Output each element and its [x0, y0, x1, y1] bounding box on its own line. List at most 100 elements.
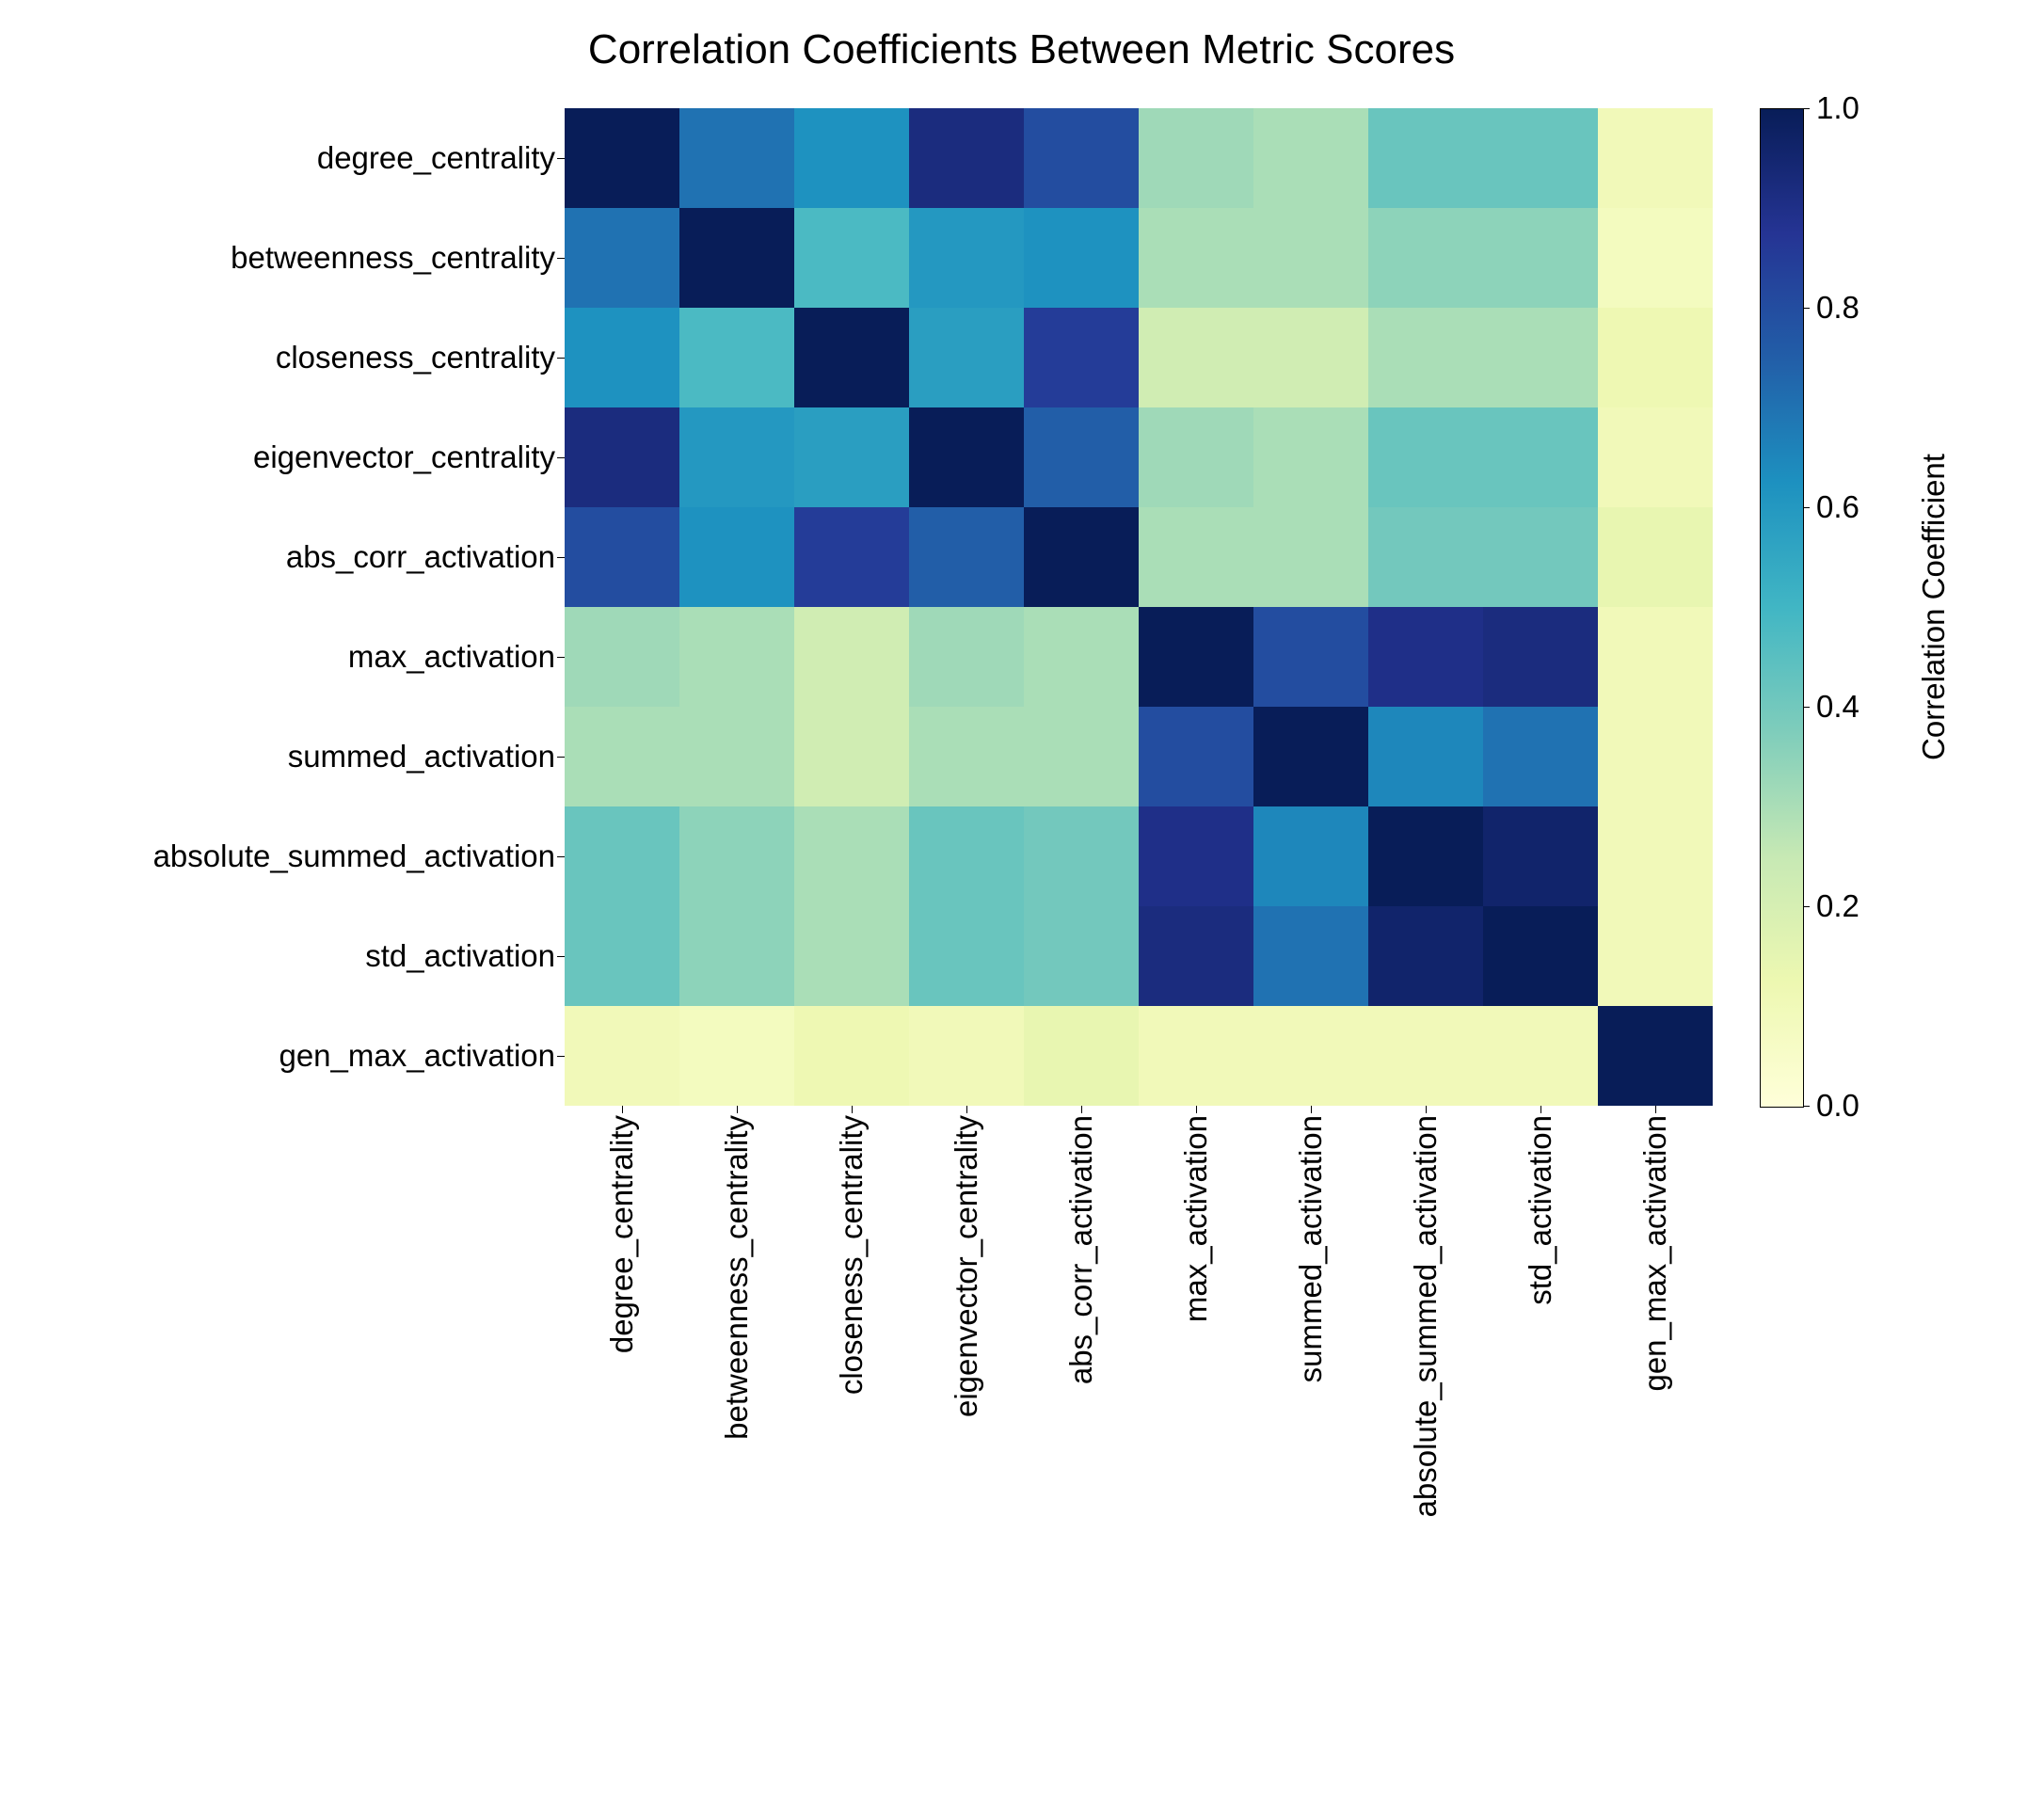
heatmap-cell [679, 607, 794, 707]
y-tick [557, 557, 565, 558]
y-tick [557, 358, 565, 359]
heatmap-cell [909, 707, 1024, 806]
chart-title: Correlation Coefficients Between Metric … [0, 26, 2043, 73]
heatmap-cell [909, 308, 1024, 407]
y-tick [557, 258, 565, 259]
heatmap-cell [909, 906, 1024, 1006]
heatmap-cell [1483, 806, 1598, 906]
heatmap-cell [1483, 108, 1598, 208]
heatmap-cell [565, 407, 679, 507]
heatmap-cell [1368, 906, 1483, 1006]
heatmap-cell [1139, 108, 1253, 208]
x-tick [1655, 1106, 1656, 1113]
y-axis-label: summed_activation [288, 739, 555, 774]
heatmap-cell [565, 707, 679, 806]
heatmap-cell [1483, 707, 1598, 806]
heatmap-cell [679, 707, 794, 806]
x-tick [852, 1106, 853, 1113]
heatmap-cell [1253, 806, 1368, 906]
heatmap-cell [1598, 308, 1713, 407]
y-axis-label: max_activation [348, 639, 555, 675]
y-tick [557, 856, 565, 857]
heatmap-cell [794, 308, 909, 407]
heatmap-cell [565, 1006, 679, 1106]
colorbar-tick [1803, 308, 1810, 309]
colorbar-label: Correlation Coefficient [1916, 454, 1952, 760]
heatmap-cell [1139, 806, 1253, 906]
heatmap-cell [565, 906, 679, 1006]
heatmap-cell [565, 806, 679, 906]
heatmap-cell [679, 208, 794, 308]
figure-container: Correlation Coefficients Between Metric … [0, 0, 2043, 1820]
colorbar-tick-label: 0.6 [1816, 489, 1859, 525]
heatmap-cell [679, 507, 794, 607]
heatmap-cell [1253, 507, 1368, 607]
heatmap-cell [909, 1006, 1024, 1106]
heatmap-cell [565, 308, 679, 407]
x-tick [966, 1106, 967, 1113]
heatmap-cell [1253, 308, 1368, 407]
heatmap-cell [794, 507, 909, 607]
heatmap-cell [794, 208, 909, 308]
colorbar-tick [1803, 906, 1810, 907]
colorbar-tick [1803, 108, 1810, 109]
x-axis-labels: degree_centralitybetweenness_centralityc… [565, 1115, 1713, 1774]
heatmap-cell [1598, 906, 1713, 1006]
heatmap-cell [1598, 507, 1713, 607]
x-axis-label: summed_activation [1293, 1115, 1329, 1382]
heatmap-cell [1024, 906, 1139, 1006]
heatmap-cell [1598, 806, 1713, 906]
heatmap-cell [1139, 208, 1253, 308]
heatmap-cell [1483, 607, 1598, 707]
y-tick [557, 657, 565, 658]
y-tick [557, 956, 565, 957]
colorbar-tick [1803, 507, 1810, 508]
y-axis-label: closeness_centrality [276, 340, 555, 375]
x-tick [1540, 1106, 1541, 1113]
heatmap-cell [909, 108, 1024, 208]
heatmap-cell [1253, 707, 1368, 806]
heatmap-cell [1598, 1006, 1713, 1106]
x-axis-label: max_activation [1178, 1115, 1214, 1322]
heatmap-cell [1139, 607, 1253, 707]
heatmap-cell [679, 407, 794, 507]
heatmap-cell [565, 208, 679, 308]
x-tick [622, 1106, 623, 1113]
x-tick [1311, 1106, 1312, 1113]
colorbar-tick-label: 0.8 [1816, 290, 1859, 326]
heatmap-cell [794, 1006, 909, 1106]
heatmap-cell [1368, 208, 1483, 308]
colorbar-tick-label: 0.2 [1816, 888, 1859, 924]
heatmap-cell [1598, 707, 1713, 806]
heatmap-cell [794, 806, 909, 906]
colorbar [1760, 108, 1804, 1108]
heatmap-cell [1139, 308, 1253, 407]
y-tick [557, 757, 565, 758]
heatmap-cell [1139, 507, 1253, 607]
x-axis-label: absolute_summed_activation [1408, 1115, 1444, 1517]
colorbar-tick-label: 1.0 [1816, 90, 1859, 126]
x-axis-label: std_activation [1523, 1115, 1558, 1305]
heatmap-cell [1024, 108, 1139, 208]
heatmap-cell [565, 607, 679, 707]
heatmap-cell [1024, 1006, 1139, 1106]
x-tick [1426, 1106, 1427, 1113]
heatmap-cell [1024, 208, 1139, 308]
heatmap-cell [1139, 407, 1253, 507]
y-axis-label: abs_corr_activation [286, 539, 555, 575]
colorbar-gradient [1761, 109, 1803, 1107]
heatmap-cell [1483, 308, 1598, 407]
heatmap-cell [1368, 407, 1483, 507]
heatmap-cell [1253, 1006, 1368, 1106]
heatmap-cell [1598, 607, 1713, 707]
y-tick [557, 1056, 565, 1057]
y-axis-label: eigenvector_centrality [253, 439, 555, 475]
heatmap-cell [1483, 906, 1598, 1006]
x-axis-label: degree_centrality [604, 1115, 640, 1353]
heatmap-cell [1253, 607, 1368, 707]
heatmap-cell [794, 407, 909, 507]
heatmap-cell [565, 507, 679, 607]
heatmap-cell [1368, 507, 1483, 607]
heatmap-cell [1368, 607, 1483, 707]
heatmap-cell [1483, 208, 1598, 308]
